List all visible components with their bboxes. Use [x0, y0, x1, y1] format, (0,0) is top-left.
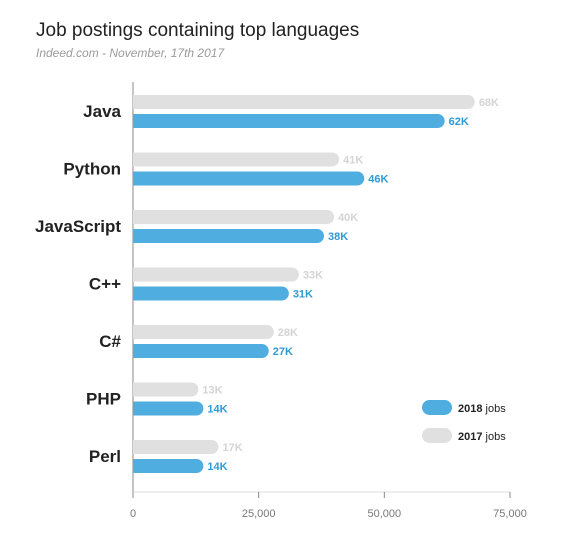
bar-2017-base — [133, 210, 141, 224]
bar-2018-base — [133, 229, 141, 243]
legend-label-2018: 2018 jobs — [458, 403, 506, 415]
chart-subtitle: Indeed.com - November, 17th 2017 — [36, 46, 225, 60]
bar-2017 — [133, 95, 475, 109]
legend-swatch-2017 — [422, 428, 452, 443]
bar-2018 — [133, 229, 325, 243]
value-label-2018: 46K — [368, 174, 388, 186]
bar-2017 — [133, 382, 199, 397]
value-label-2018: 14K — [207, 404, 227, 416]
bar-2018-base — [133, 459, 141, 473]
category-label: Perl — [89, 447, 121, 466]
bar-2017 — [133, 267, 299, 282]
value-label-2018: 62K — [449, 116, 469, 128]
bar-2017 — [133, 325, 274, 339]
value-label-2017: 33K — [303, 270, 323, 282]
value-label-2018: 38K — [328, 231, 348, 243]
category-label: Java — [83, 102, 121, 121]
bar-2018 — [133, 286, 289, 301]
chart-title: Job postings containing top languages — [36, 20, 360, 41]
x-tick-label: 50,000 — [368, 508, 402, 520]
value-label-2017: 41K — [343, 155, 363, 167]
bar-2017-base — [133, 440, 141, 454]
bar-2018-base — [133, 114, 141, 128]
category-label: JavaScript — [35, 217, 121, 236]
value-label-2017: 13K — [202, 385, 222, 397]
legend-label-2017: 2017 jobs — [458, 431, 506, 443]
bar-2018-base — [133, 401, 141, 416]
bar-2017-base — [133, 325, 141, 339]
value-label-2018: 14K — [207, 461, 227, 473]
bar-2017 — [133, 440, 219, 454]
value-label-2017: 40K — [338, 212, 358, 224]
value-label-2018: 31K — [293, 289, 313, 301]
bar-2017 — [133, 152, 340, 167]
bar-2018-base — [133, 286, 141, 301]
value-label-2017: 68K — [479, 97, 499, 109]
x-tick-label: 25,000 — [242, 508, 276, 520]
category-label: C++ — [89, 275, 121, 294]
category-label: PHP — [86, 390, 121, 409]
bar-2018 — [133, 344, 269, 358]
value-label-2018: 27K — [273, 346, 293, 358]
bar-2018 — [133, 459, 204, 473]
x-tick-label: 0 — [130, 508, 136, 520]
bar-2017 — [133, 210, 335, 224]
bar-2018 — [133, 114, 445, 128]
value-label-2017: 28K — [278, 327, 298, 339]
legend-swatch-2018 — [422, 400, 452, 415]
value-label-2017: 17K — [222, 442, 242, 454]
category-label: Python — [63, 160, 121, 179]
bar-2017-base — [133, 267, 141, 282]
category-label: C# — [99, 332, 121, 351]
x-tick-label: 75,000 — [493, 508, 527, 520]
bar-2018 — [133, 171, 365, 186]
bar-2017-base — [133, 152, 141, 167]
bar-2018-base — [133, 344, 141, 358]
bar-2017-base — [133, 382, 141, 397]
bar-2018-base — [133, 171, 141, 186]
bar-2017-base — [133, 95, 141, 109]
bar-2018 — [133, 401, 204, 416]
